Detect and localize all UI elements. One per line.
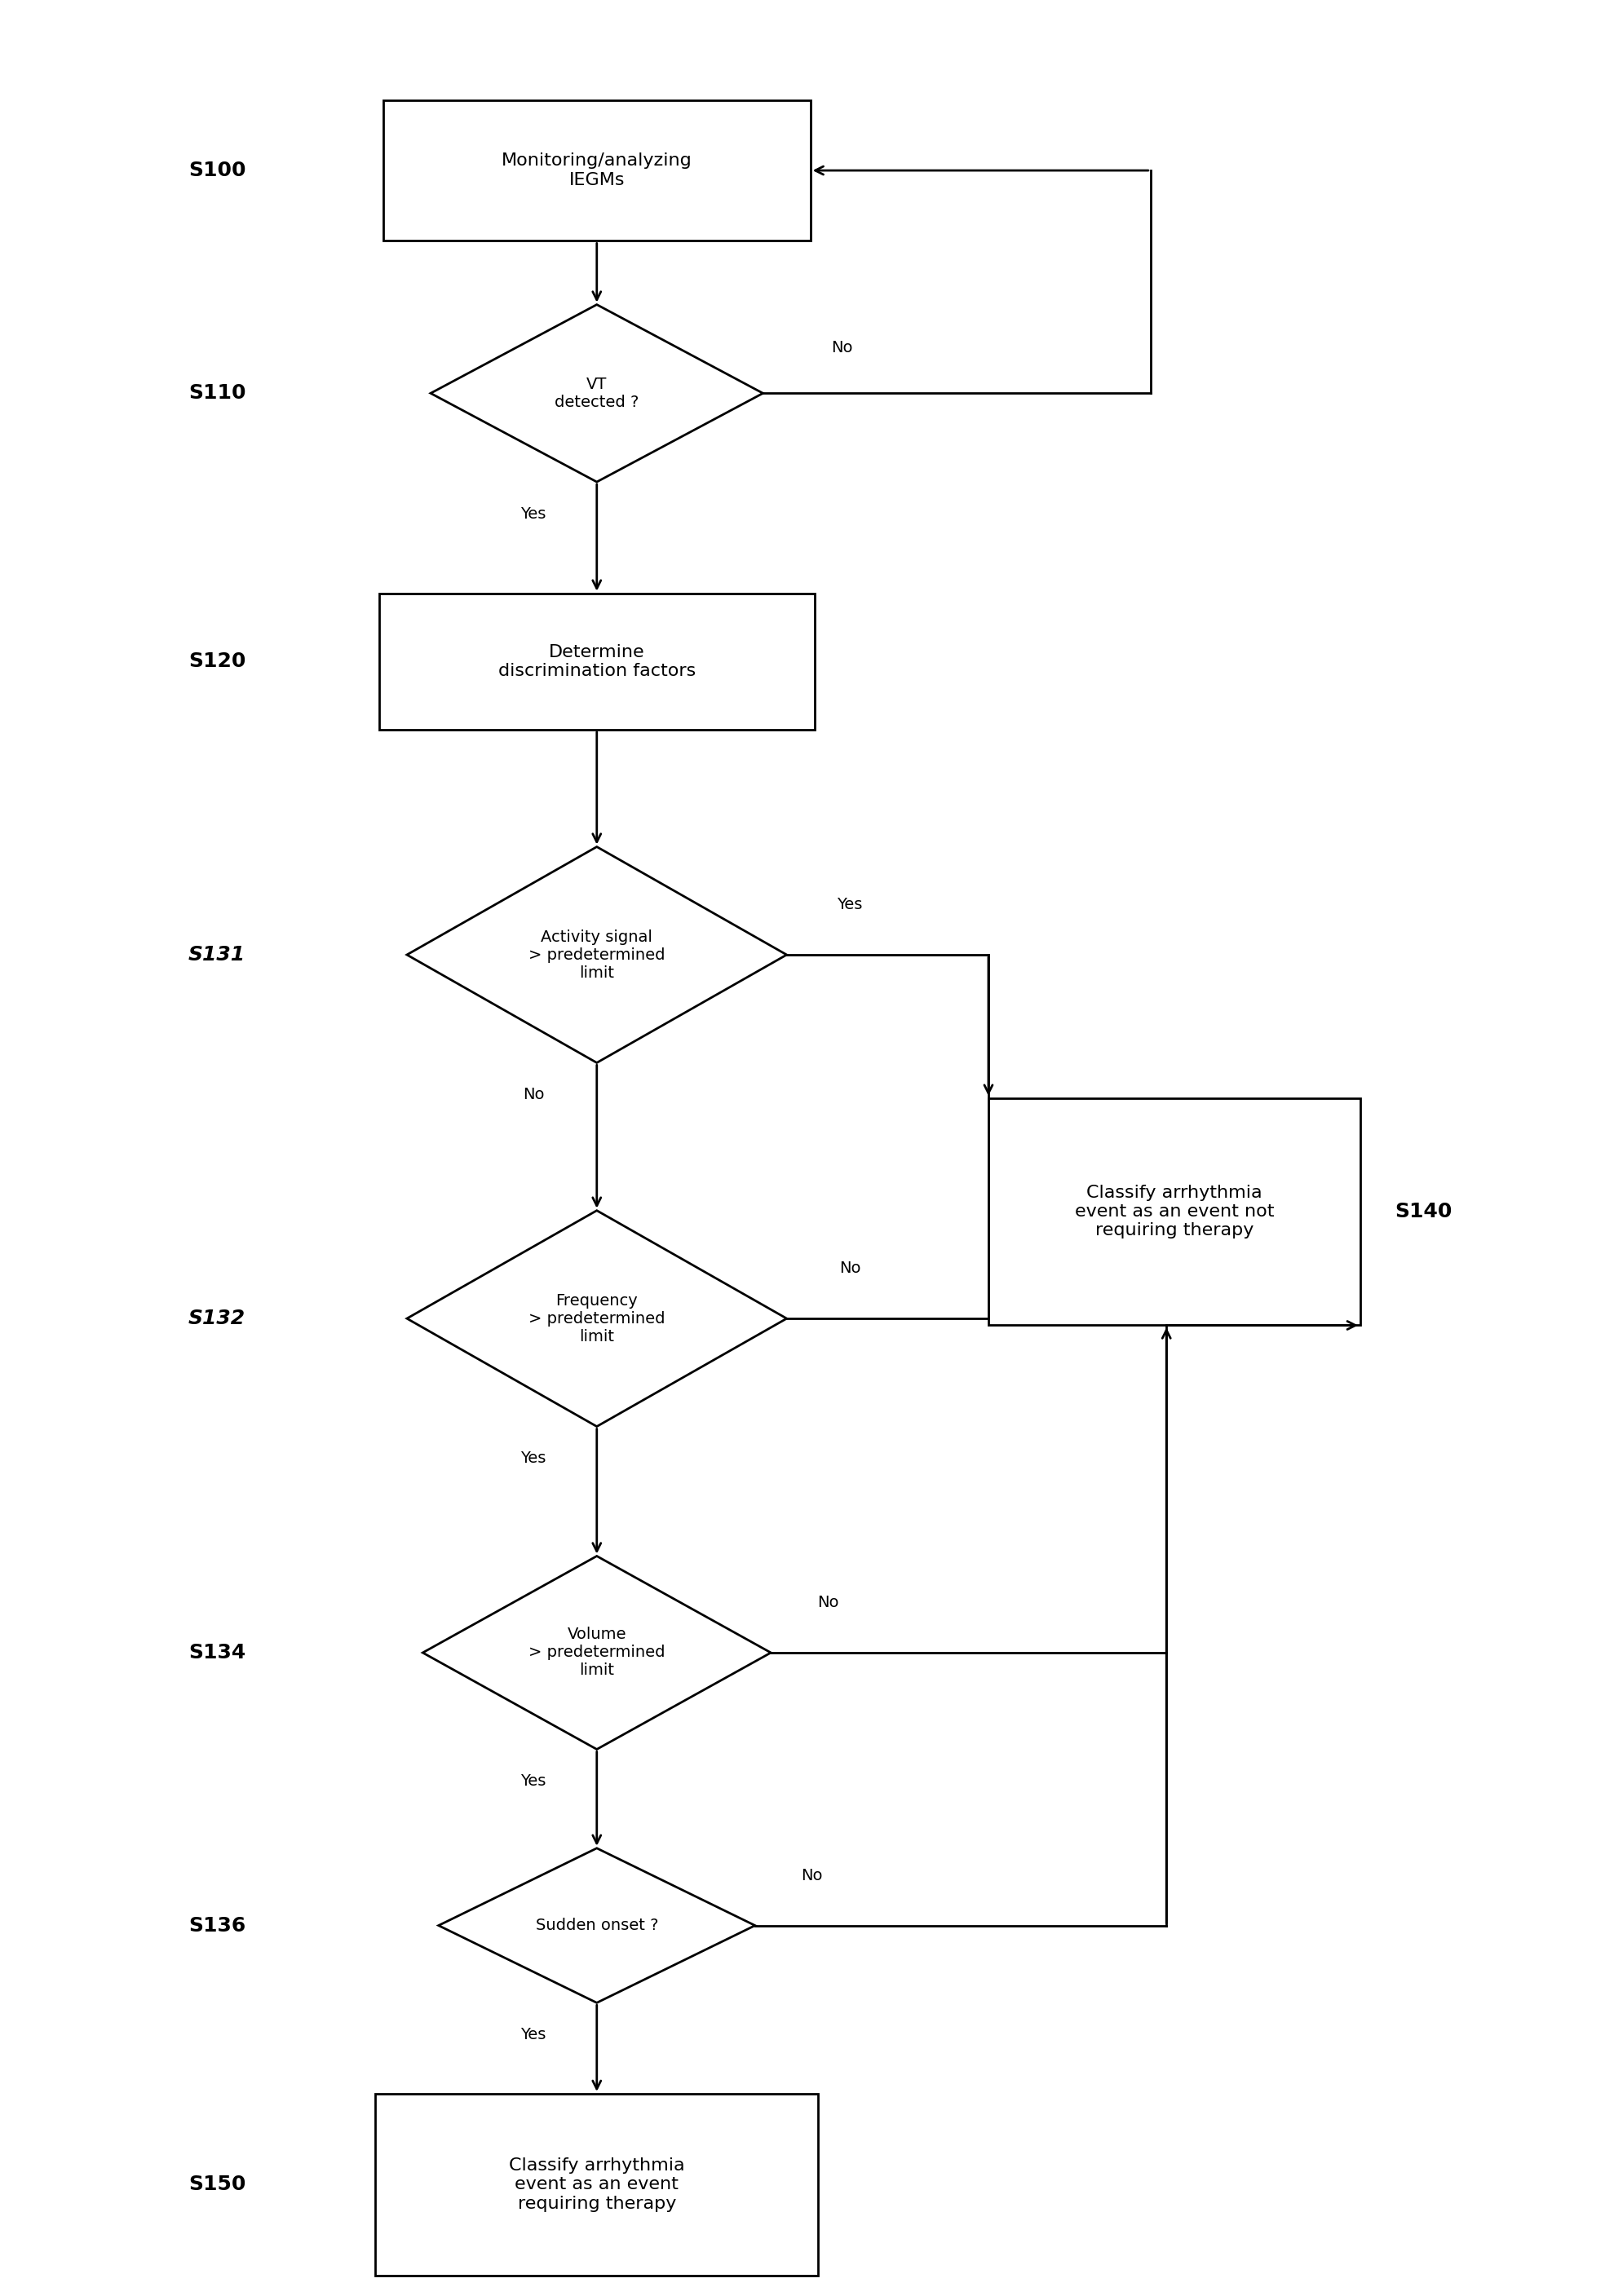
Text: Classify arrhythmia
event as an event not
requiring therapy: Classify arrhythmia event as an event no… bbox=[1075, 1185, 1274, 1240]
Text: VT
detected ?: VT detected ? bbox=[555, 377, 639, 411]
Polygon shape bbox=[408, 1210, 786, 1426]
Polygon shape bbox=[408, 847, 786, 1063]
Text: Classify arrhythmia
event as an event
requiring therapy: Classify arrhythmia event as an event re… bbox=[509, 2158, 685, 2211]
Text: Activity signal
> predetermined
limit: Activity signal > predetermined limit bbox=[528, 930, 664, 980]
Bar bbox=[989, 1097, 1361, 1325]
Text: Yes: Yes bbox=[520, 1451, 546, 1467]
Text: S131: S131 bbox=[188, 946, 246, 964]
Text: S140: S140 bbox=[1395, 1201, 1453, 1221]
Text: No: No bbox=[831, 340, 852, 356]
Text: Volume
> predetermined
limit: Volume > predetermined limit bbox=[528, 1628, 664, 1678]
Text: Yes: Yes bbox=[520, 2027, 546, 2043]
Text: Yes: Yes bbox=[520, 505, 546, 521]
Text: S100: S100 bbox=[188, 161, 246, 181]
Bar bbox=[384, 101, 811, 241]
Text: S134: S134 bbox=[188, 1644, 246, 1662]
Text: S132: S132 bbox=[188, 1309, 246, 1329]
Text: S120: S120 bbox=[188, 652, 246, 670]
Text: S110: S110 bbox=[188, 383, 246, 404]
Bar bbox=[376, 2094, 819, 2275]
Polygon shape bbox=[430, 305, 762, 482]
Text: No: No bbox=[839, 1261, 860, 1277]
Text: Yes: Yes bbox=[838, 898, 863, 912]
Text: No: No bbox=[523, 1086, 544, 1102]
Text: Sudden onset ?: Sudden onset ? bbox=[536, 1917, 658, 1933]
Text: No: No bbox=[817, 1596, 839, 1609]
Text: Monitoring/analyzing
IEGMs: Monitoring/analyzing IEGMs bbox=[501, 154, 692, 188]
Text: No: No bbox=[801, 1867, 823, 1883]
Polygon shape bbox=[438, 1848, 754, 2002]
Polygon shape bbox=[422, 1557, 770, 1750]
Text: S136: S136 bbox=[188, 1915, 246, 1936]
Text: Frequency
> predetermined
limit: Frequency > predetermined limit bbox=[528, 1293, 664, 1343]
Bar bbox=[379, 592, 814, 730]
Text: Yes: Yes bbox=[520, 1773, 546, 1789]
Text: Determine
discrimination factors: Determine discrimination factors bbox=[498, 643, 695, 680]
Text: S150: S150 bbox=[188, 2174, 246, 2195]
